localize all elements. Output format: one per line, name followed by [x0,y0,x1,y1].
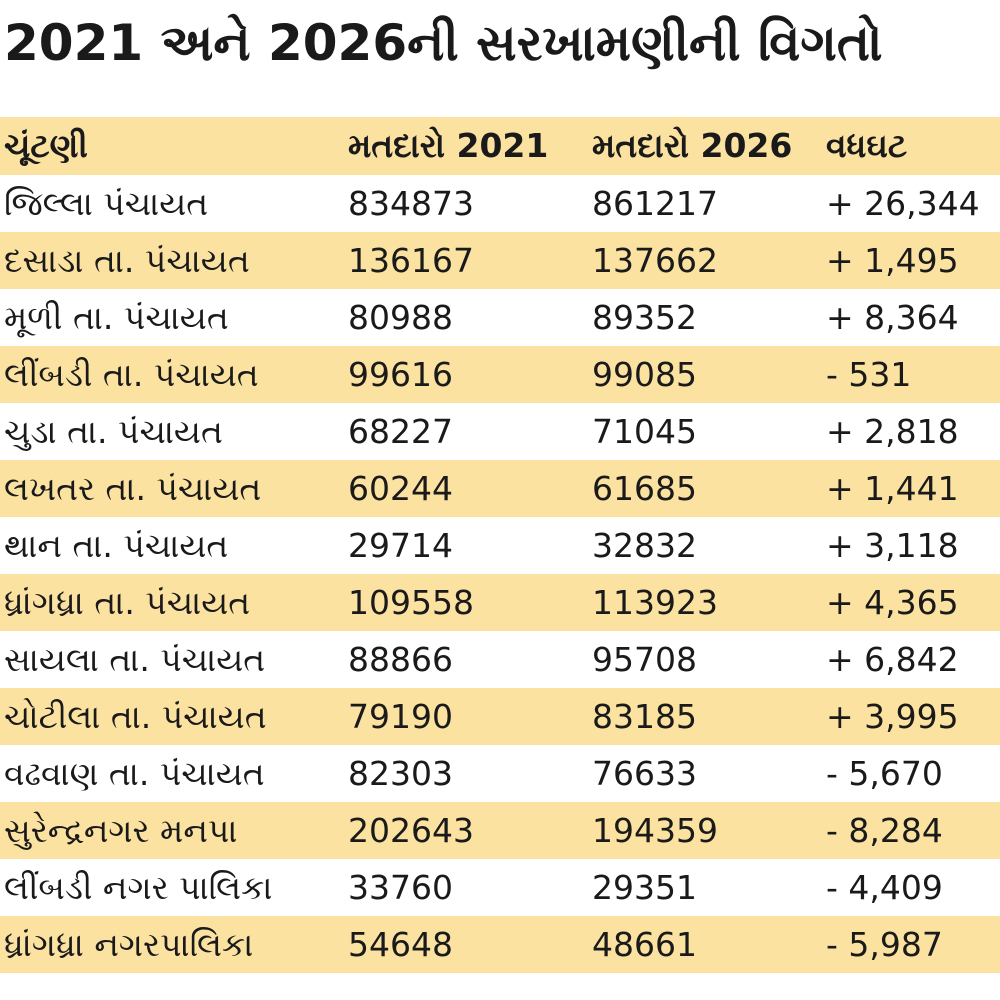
table-cell: ચોટીલા તા. પંચાયત [4,696,267,736]
table-cell: 194359 [592,811,718,850]
table-cell: 89352 [592,298,697,337]
table-cell: લખતર તા. પંચાયત [4,468,262,508]
table-cell: મૂળી તા. પંચાયત [4,297,229,337]
table-cell: 83185 [592,697,697,736]
table-cell: 68227 [348,412,453,451]
table-cell: 136167 [348,241,474,280]
table-cell: 61685 [592,469,697,508]
table-cell: 33760 [348,868,453,907]
table-cell: 99616 [348,355,453,394]
table-cell: - 4,409 [826,868,943,907]
table-cell: ધ્રાંગધ્રા નગરપાલિકા [4,924,254,964]
table-cell: સુરેન્દ્રનગર મનપા [4,810,238,850]
table-cell: 834873 [348,184,474,223]
table-cell: - 5,987 [826,925,943,964]
table-cell: 54648 [348,925,453,964]
table-cell: + 1,441 [826,469,959,508]
table-cell: સાયલા તા. પંચાયત [4,639,266,679]
table-cell: 80988 [348,298,453,337]
table-cell: 95708 [592,640,697,679]
table-cell: 99085 [592,355,697,394]
table-cell: 79190 [348,697,453,736]
table-cell: 861217 [592,184,718,223]
table-cell: - 531 [826,355,912,394]
table-cell: 71045 [592,412,697,451]
header-cell: મતદારો 2026 [592,126,793,165]
table-cell: + 26,344 [826,184,980,223]
table-row: લખતર તા. પંચાયત 60244 61685 + 1,441 [0,460,1000,517]
table-cell: 60244 [348,469,453,508]
table-cell: લીંબડી નગર પાલિકા [4,867,273,907]
table-cell: + 3,118 [826,526,959,565]
table-cell: 76633 [592,754,697,793]
table-cell: 48661 [592,925,697,964]
table-cell: + 2,818 [826,412,959,451]
table-cell: + 4,365 [826,583,959,622]
table-row: લીંબડી તા. પંચાયત 99616 99085 - 531 [0,346,1000,403]
table-cell: 137662 [592,241,718,280]
header-row: ચૂંટણી મતદારો 2021 મતદારો 2026 વધઘટ [0,117,1000,175]
table-row: મૂળી તા. પંચાયત 80988 89352 + 8,364 [0,289,1000,346]
table-cell: 32832 [592,526,697,565]
table-cell: - 8,284 [826,811,943,850]
table-row: વઢવાણ તા. પંચાયત 82303 76633 - 5,670 [0,745,1000,802]
title: 2021 અને 2026ની સરખામણીની વિગતો [4,14,883,72]
table-row: ચોટીલા તા. પંચાયત 79190 83185 + 3,995 [0,688,1000,745]
table-cell: 82303 [348,754,453,793]
table-cell: + 6,842 [826,640,959,679]
table-cell: થાન તા. પંચાયત [4,525,229,565]
table-cell: + 3,995 [826,697,959,736]
table-cell: 29714 [348,526,453,565]
table-cell: વઢવાણ તા. પંચાયત [4,753,265,793]
header-cell: ચૂંટણી [4,126,88,165]
table-cell: ચુડા તા. પંચાયત [4,411,223,451]
table-cell: જિલ્લા પંચાયત [4,183,209,223]
table-cell: + 1,495 [826,241,959,280]
table-row: દસાડા તા. પંચાયત 136167 137662 + 1,495 [0,232,1000,289]
table-cell: 29351 [592,868,697,907]
table-row: લીંબડી નગર પાલિકા 33760 29351 - 4,409 [0,859,1000,916]
table-cell: 202643 [348,811,474,850]
table-row: સાયલા તા. પંચાયત 88866 95708 + 6,842 [0,631,1000,688]
header-cell: વધઘટ [826,126,908,165]
table-cell: 113923 [592,583,718,622]
table-cell: લીંબડી તા. પંચાયત [4,354,259,394]
table-cell: 109558 [348,583,474,622]
table: ચૂંટણી મતદારો 2021 મતદારો 2026 વધઘટ જિલ્લા પ… [0,117,1000,973]
table-row: ધ્રાંગધ્રા નગરપાલિકા 54648 48661 - 5,987 [0,916,1000,973]
table-cell: - 5,670 [826,754,943,793]
table-cell: + 8,364 [826,298,959,337]
header-cell: મતદારો 2021 [348,126,549,165]
table-cell: 88866 [348,640,453,679]
table-cell: ધ્રાંગધ્રા તા. પંચાયત [4,582,251,622]
table-row: સુરેન્દ્રનગર મનપા 202643 194359 - 8,284 [0,802,1000,859]
table-cell: દસાડા તા. પંચાયત [4,240,250,280]
table-row: ધ્રાંગધ્રા તા. પંચાયત 109558 113923 + 4,365 [0,574,1000,631]
table-row: ચુડા તા. પંચાયત 68227 71045 + 2,818 [0,403,1000,460]
table-row: જિલ્લા પંચાયત 834873 861217 + 26,344 [0,175,1000,232]
table-row: થાન તા. પંચાયત 29714 32832 + 3,118 [0,517,1000,574]
